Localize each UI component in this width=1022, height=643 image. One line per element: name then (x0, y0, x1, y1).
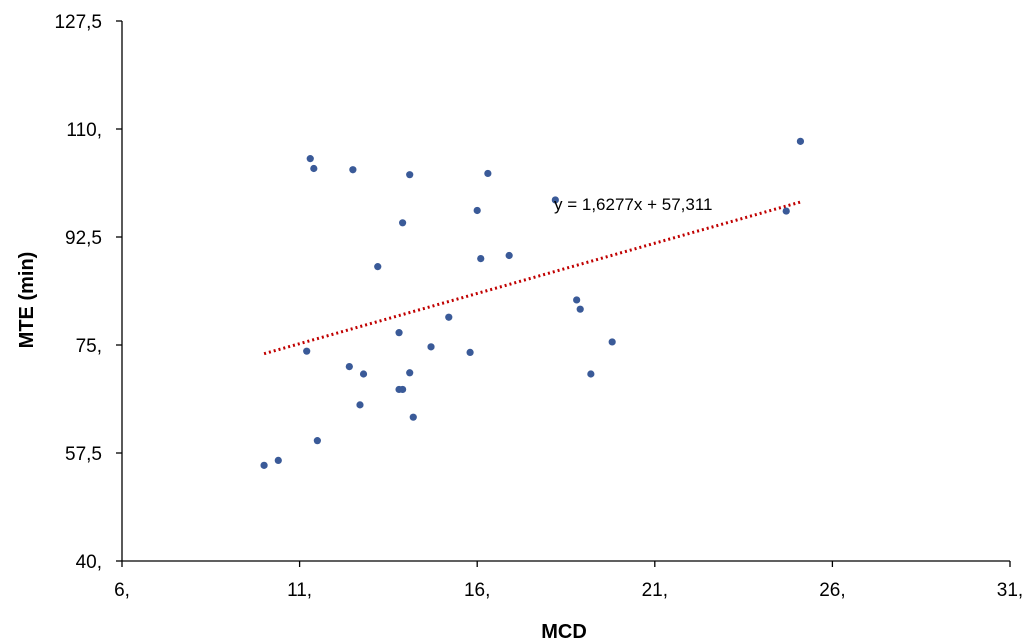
trendline-equation: y = 1,6277x + 57,311 (554, 195, 712, 214)
x-tick-label: 6, (114, 580, 130, 601)
data-point (260, 461, 268, 469)
x-tick-label: 26, (819, 580, 845, 601)
data-point (345, 363, 353, 371)
x-tick-label: 31, (997, 580, 1022, 601)
y-axis-title: MTE (min) (16, 252, 38, 349)
data-point (782, 207, 790, 215)
data-point (399, 385, 407, 394)
x-tick-label: 11, (287, 580, 312, 601)
data-point (484, 169, 492, 178)
data-point (359, 370, 368, 378)
data-point (313, 437, 321, 445)
data-point (399, 219, 407, 227)
data-point (409, 413, 417, 421)
data-point (505, 251, 513, 260)
data-point (303, 347, 311, 355)
data-point (406, 171, 414, 179)
data-point (466, 348, 474, 357)
data-point (477, 255, 485, 263)
data-point (587, 370, 595, 378)
data-point (427, 343, 435, 351)
data-point (551, 196, 559, 204)
y-tick-label: 110, (66, 120, 102, 141)
y-tick-layer: 40, 57,5 75, 92,5 110, 127,5 (54, 12, 122, 573)
data-point (310, 164, 318, 173)
data-points (260, 137, 805, 469)
y-tick-label: 57,5 (65, 444, 102, 465)
data-point (356, 401, 364, 409)
data-point (306, 155, 314, 163)
data-point (576, 305, 584, 313)
data-point (573, 296, 581, 304)
data-point (374, 263, 382, 271)
data-point (395, 329, 403, 337)
data-point (473, 206, 481, 215)
y-tick-label: 75, (76, 336, 102, 357)
data-point (349, 166, 357, 174)
data-point (608, 338, 616, 346)
y-tick-label: 40, (76, 552, 102, 573)
data-point (445, 313, 453, 321)
trendline (263, 200, 801, 356)
y-tick-label: 92,5 (65, 228, 102, 249)
x-tick-label: 21, (642, 580, 668, 601)
x-tick-label: 16, (464, 580, 490, 601)
x-axis-title: MCD (541, 621, 587, 643)
x-tick-layer: 6, 11, 16, 21, 26, 31, (114, 561, 1022, 601)
data-point (796, 137, 805, 145)
data-point (406, 369, 414, 377)
data-point (274, 456, 282, 465)
y-tick-label: 127,5 (54, 12, 102, 33)
